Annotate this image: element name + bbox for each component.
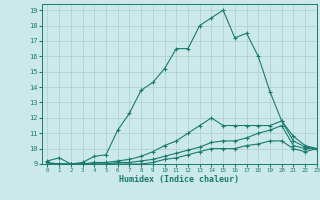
X-axis label: Humidex (Indice chaleur): Humidex (Indice chaleur) [119, 175, 239, 184]
